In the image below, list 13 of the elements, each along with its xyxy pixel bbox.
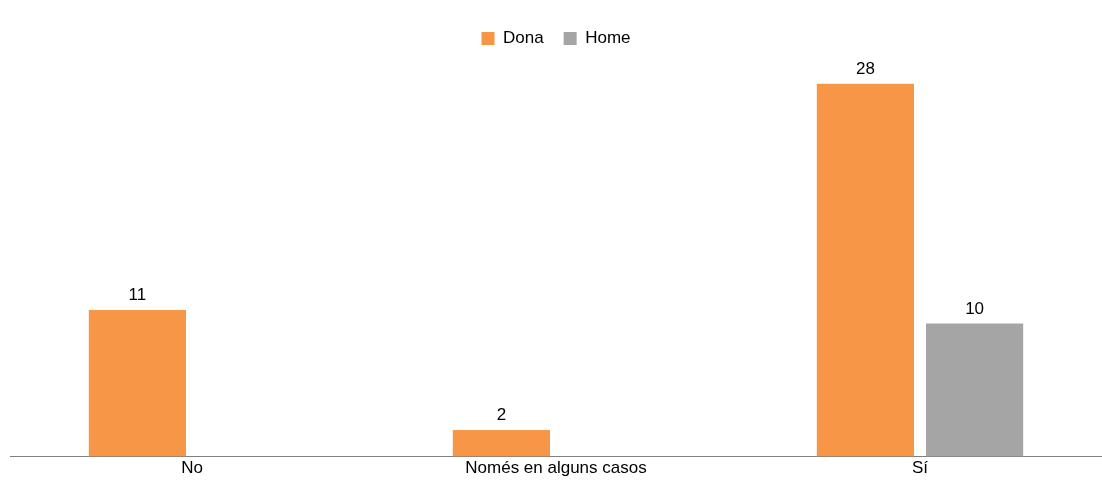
x-tick-label: Sí bbox=[911, 458, 929, 478]
bar bbox=[926, 323, 1024, 457]
bar bbox=[452, 429, 550, 457]
legend-label: Home bbox=[585, 28, 631, 48]
bar bbox=[88, 310, 186, 457]
x-tick-label: No bbox=[181, 458, 203, 478]
data-label: 11 bbox=[128, 285, 147, 305]
bar bbox=[816, 83, 914, 457]
data-label: 2 bbox=[496, 405, 507, 425]
data-label: 28 bbox=[855, 58, 875, 78]
x-tick-label: Només en alguns casos bbox=[465, 458, 647, 478]
data-label: 10 bbox=[965, 298, 985, 318]
legend-label: Dona bbox=[503, 28, 545, 48]
